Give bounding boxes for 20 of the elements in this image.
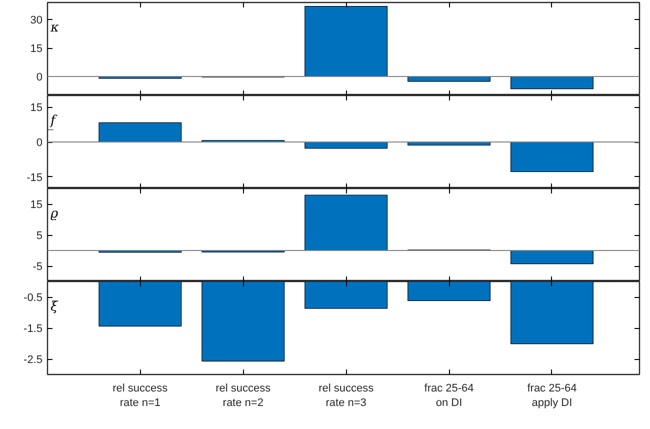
y-tick-label: 15 <box>30 199 43 211</box>
y-tick-label: -1.5 <box>24 323 43 335</box>
y-tick-label: -0.5 <box>24 292 43 304</box>
y-tick-label: 0 <box>36 137 43 149</box>
y-tick-label: 5 <box>36 230 43 242</box>
x-tick-label: frac 25-64 on DI <box>424 382 474 409</box>
y-tick-label: 0 <box>36 72 43 84</box>
y-tick-label: -15 <box>26 172 43 184</box>
x-tick-label: frac 25-64 apply DI <box>527 382 577 409</box>
y-tick-label: -5 <box>32 261 42 273</box>
x-tick-label: rel success rate n=1 <box>112 382 168 409</box>
y-tick-label: 15 <box>30 43 43 56</box>
y-axis-title: κ <box>50 20 60 36</box>
y-tick-label: 30 <box>30 14 43 27</box>
x-tick-label: rel success rate n=3 <box>318 382 374 409</box>
y-tick-label: 15 <box>30 102 43 114</box>
y-axis-title: ϱ <box>50 206 58 222</box>
y-axis-title: ξ <box>50 300 58 314</box>
y-tick-label: -2.5 <box>24 354 43 366</box>
x-tick-label: rel success rate n=2 <box>216 382 272 409</box>
